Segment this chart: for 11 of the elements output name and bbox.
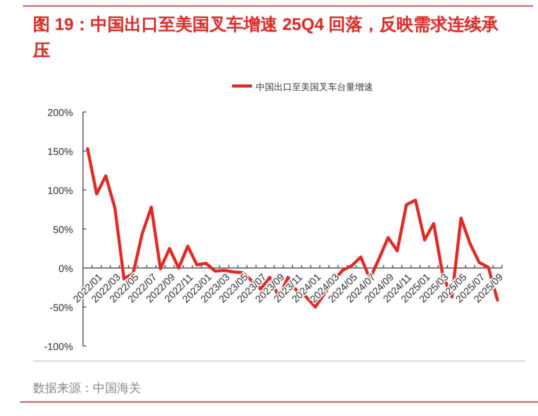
y-tick-label: 150% bbox=[47, 147, 74, 158]
legend: 中国出口至美国叉车台量增速 bbox=[232, 82, 373, 92]
y-tick-label: 200% bbox=[47, 108, 74, 119]
source-note: 数据来源：中国海关 bbox=[33, 381, 141, 395]
y-tick-label: -100% bbox=[44, 342, 74, 353]
y-tick-label: 50% bbox=[52, 225, 74, 236]
y-tick-label: 100% bbox=[47, 186, 74, 197]
y-tick-label: -50% bbox=[50, 303, 74, 314]
y-tick-label: 0% bbox=[58, 264, 74, 275]
title: 图 19：中国出口至美国叉车增速 25Q4 回落，反映需求连续承压 bbox=[33, 15, 499, 60]
legend-label: 中国出口至美国叉车台量增速 bbox=[256, 82, 373, 92]
